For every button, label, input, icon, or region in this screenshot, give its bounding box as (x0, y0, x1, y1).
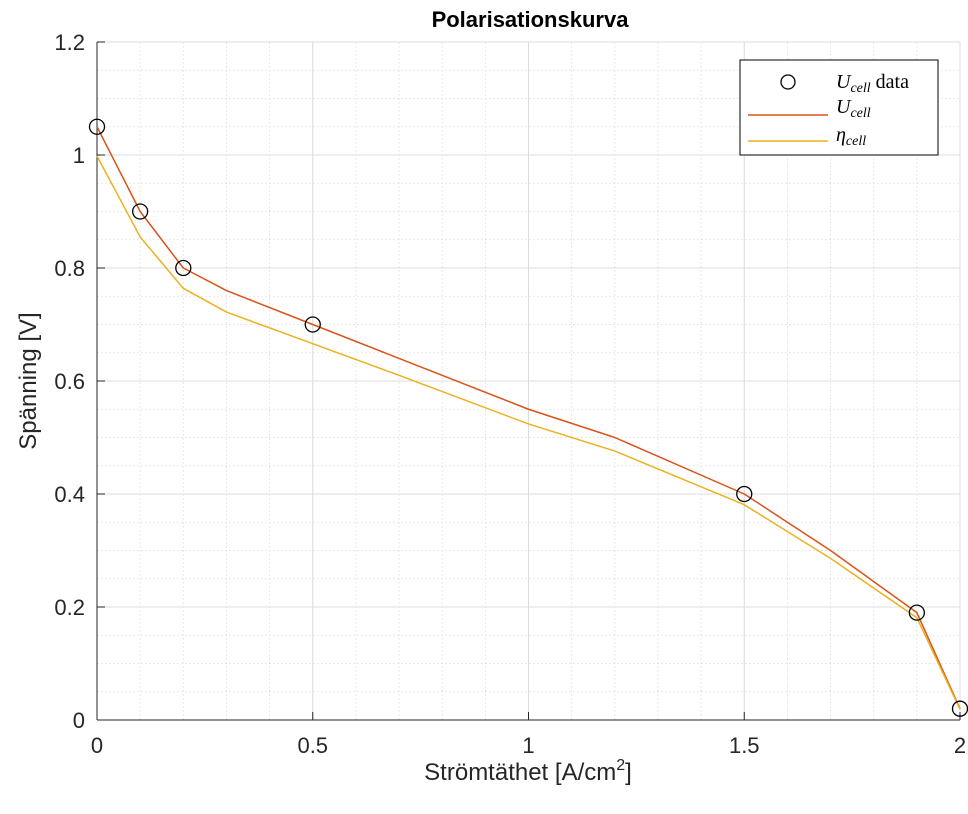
y-tick-label: 1.2 (54, 30, 85, 55)
axes: 0 0.5 1 1.5 2 0 0.2 0.4 0.6 0.8 1 1.2 (54, 30, 966, 758)
legend-label-data-sub: cell (850, 81, 870, 96)
x-axis-label-main: Strömtäthet [A/cm (424, 759, 616, 786)
y-axis-label: Spänning [V] (15, 312, 42, 449)
x-axis-label: Strömtäthet [A/cm2] (424, 757, 632, 786)
series-line-2 (96, 155, 961, 710)
legend-label-eta-sub: cell (846, 134, 866, 149)
y-tick-label: 0.8 (54, 256, 85, 281)
data-point-marker (736, 485, 753, 503)
x-tick-label: 1.5 (729, 733, 760, 758)
legend-label-eta-main: η (836, 124, 846, 146)
y-tick-label: 1 (73, 143, 85, 168)
y-tick-label: 0.2 (54, 595, 85, 620)
svg-text:Ucell: Ucell (836, 96, 871, 121)
x-tick-label: 1 (522, 733, 534, 758)
data-point-marker (304, 316, 321, 333)
x-axis-label-end: ] (625, 759, 632, 786)
legend-marker-circle-icon (780, 74, 796, 90)
legend-entry-data: Ucell data (780, 71, 909, 96)
y-tick-label: 0.6 (54, 369, 85, 394)
legend-entry-ucell: Ucell (748, 96, 871, 121)
legend-label-ucell-main: U (836, 96, 852, 118)
x-axis-label-superscript: 2 (616, 757, 625, 774)
series-layer (88, 118, 968, 717)
legend-box (739, 59, 939, 156)
x-tick-label: 0.5 (297, 733, 328, 758)
x-tick-label: 0 (91, 733, 103, 758)
legend-label-data-suffix: data (871, 71, 909, 93)
legend: Ucell data Ucell ηcell (739, 59, 939, 156)
legend-entry-eta: ηcell (748, 124, 866, 149)
legend-label-data-main: U (836, 71, 852, 93)
data-point-marker (131, 203, 149, 220)
y-tick-label: 0.4 (54, 482, 85, 507)
y-tick-label: 0 (73, 708, 85, 733)
chart-title: Polarisationskurva (432, 7, 630, 32)
data-point-marker (908, 604, 925, 621)
legend-label-ucell-sub: cell (850, 106, 870, 121)
svg-text:ηcell: ηcell (836, 124, 866, 149)
x-tick-label: 2 (954, 733, 966, 758)
series-line-1 (96, 126, 961, 710)
svg-text:Ucell data: Ucell data (836, 71, 909, 96)
data-point-marker (88, 118, 106, 135)
data-point-marker (175, 259, 192, 277)
